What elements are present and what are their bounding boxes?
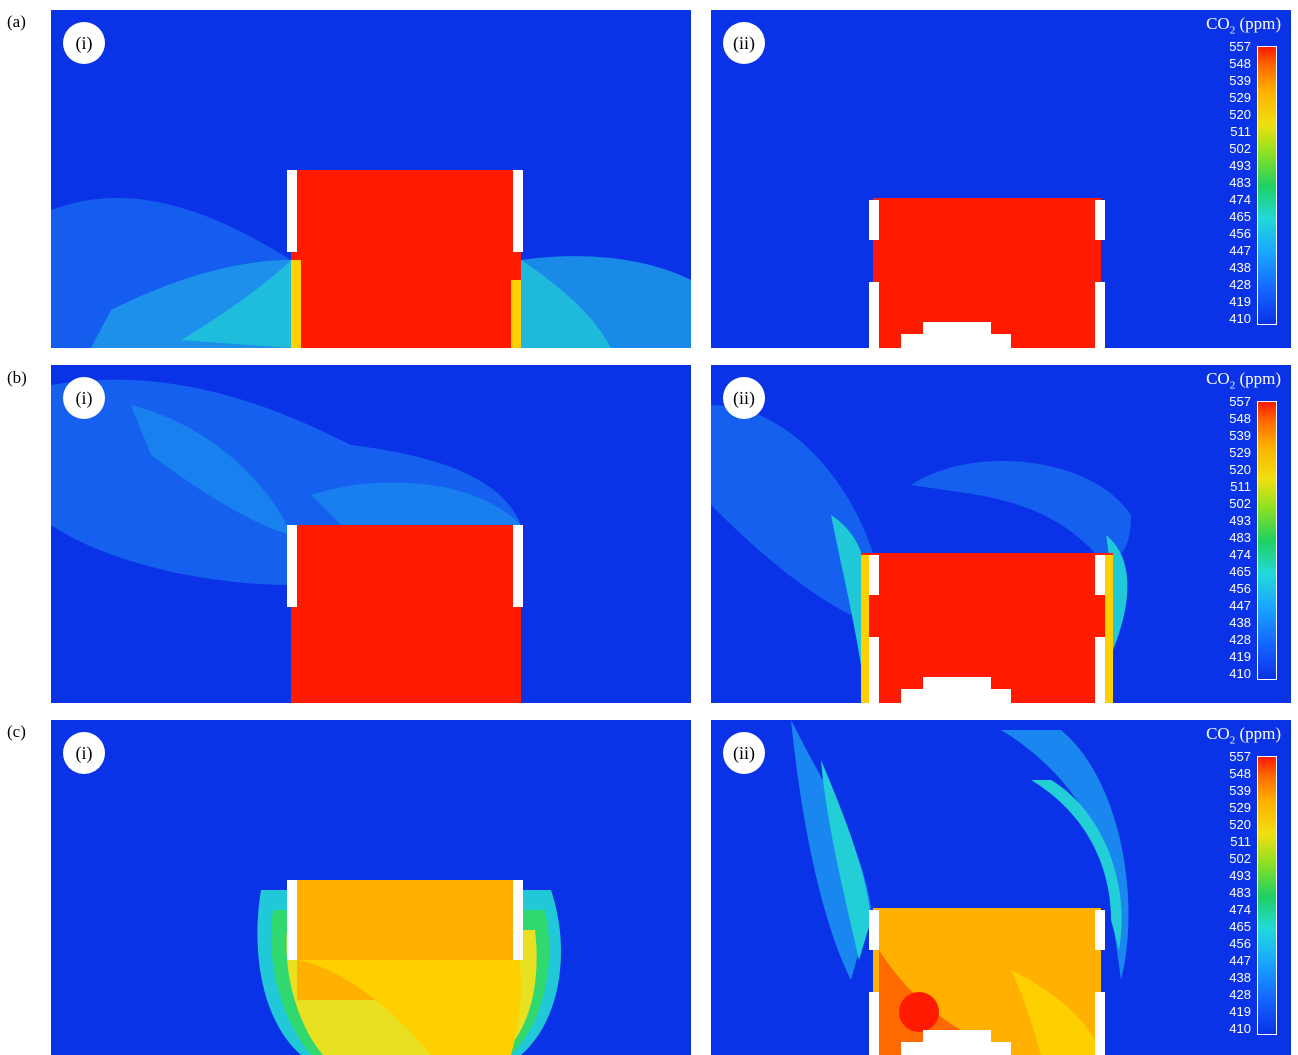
colorbar-tick-label: 474 <box>1229 192 1251 207</box>
colorbar-tick-label: 539 <box>1229 428 1251 443</box>
colorbar-tick-label: 438 <box>1229 615 1251 630</box>
contour-plot-b-ii <box>711 405 1131 703</box>
colorbar-title-c: CO2 (ppm) <box>1206 724 1281 747</box>
colorbar-tick-label: 438 <box>1229 970 1251 985</box>
panel-label-a-ii: (ii) <box>723 22 765 64</box>
colorbar-tick-label: 447 <box>1229 953 1251 968</box>
colorbar-tick-label: 502 <box>1229 141 1251 156</box>
colorbar-tick-label: 557 <box>1229 39 1251 54</box>
colorbar-title-a: CO2 (ppm) <box>1206 14 1281 37</box>
colorbar-tick-label: 410 <box>1229 311 1251 326</box>
colorbar-tick-label: 557 <box>1229 749 1251 764</box>
colorbar-tick-label: 520 <box>1229 462 1251 477</box>
colorbar-tick-label: 456 <box>1229 581 1251 596</box>
colorbar-tick-label: 539 <box>1229 73 1251 88</box>
colorbar-tick-label: 483 <box>1229 175 1251 190</box>
colorbar-tick-label: 465 <box>1229 209 1251 224</box>
colorbar-tick-label: 529 <box>1229 445 1251 460</box>
colorbar-tick-label: 410 <box>1229 666 1251 681</box>
colorbar-tick-label: 511 <box>1230 479 1251 494</box>
panel-b-ii: (ii) CO2 (ppm) 557 548 539 529 520 511 502 493 4… <box>711 365 1291 703</box>
panel-label-b-i: (i) <box>63 377 105 419</box>
colorbar-tick-label: 447 <box>1229 598 1251 613</box>
colorbar-tick-label: 548 <box>1229 766 1251 781</box>
colorbar-tick-label: 465 <box>1229 919 1251 934</box>
colorbar-title-b: CO2 (ppm) <box>1206 369 1281 392</box>
colorbar-tick-label: 539 <box>1229 783 1251 798</box>
colorbar-tick-label: 557 <box>1229 394 1251 409</box>
panel-a-ii: (ii) CO2 (ppm) 557 548 539 529 520 511 502 493 4… <box>711 10 1291 348</box>
colorbar-tick-label: 493 <box>1229 868 1251 883</box>
colorbar-tick-label: 511 <box>1230 834 1251 849</box>
colorbar-tick-label: 447 <box>1229 243 1251 258</box>
colorbar-tick-label: 520 <box>1229 107 1251 122</box>
colorbar-tick-label: 410 <box>1229 1021 1251 1036</box>
contour-plot-c-i <box>257 880 561 1055</box>
panel-label-a-i: (i) <box>63 22 105 64</box>
panel-label-c-ii: (ii) <box>723 732 765 774</box>
panel-a-i: (i) <box>51 10 691 348</box>
contour-plot-b-i <box>51 379 523 703</box>
colorbar-tick-label: 548 <box>1229 56 1251 71</box>
colorbar-tick-label: 438 <box>1229 260 1251 275</box>
contour-plot-a-i <box>51 170 691 348</box>
colorbar-tick-label: 502 <box>1229 496 1251 511</box>
panel-b-i: (i) <box>51 365 691 703</box>
colorbar-tick-label: 493 <box>1229 158 1251 173</box>
colorbar-ticks-b: 557 548 539 529 520 511 502 493 483 474 465 456 447 4… <box>1191 395 1251 681</box>
colorbar-tick-label: 456 <box>1229 936 1251 951</box>
row-label-c: (c) <box>7 722 26 741</box>
colorbar-tick-label: 529 <box>1229 800 1251 815</box>
colorbar-tick-label: 419 <box>1229 649 1251 664</box>
row-label-b: (b) <box>7 368 27 387</box>
colorbar-b <box>1257 401 1277 680</box>
colorbar-ticks-c: 557 548 539 529 520 511 502 493 483 474 465 456 447 4… <box>1191 750 1251 1036</box>
row-label-a: (a) <box>7 12 26 31</box>
contour-plot-a-ii <box>869 198 1105 348</box>
colorbar-tick-label: 502 <box>1229 851 1251 866</box>
colorbar-tick-label: 529 <box>1229 90 1251 105</box>
colorbar-ticks-a: 557 548 539 529 520 511 502 493 483 474 465 456 447 4… <box>1191 40 1251 326</box>
colorbar-tick-label: 474 <box>1229 902 1251 917</box>
colorbar-tick-label: 493 <box>1229 513 1251 528</box>
colorbar-tick-label: 483 <box>1229 885 1251 900</box>
colorbar-tick-label: 419 <box>1229 294 1251 309</box>
contour-plot-c-ii <box>791 720 1129 1055</box>
colorbar-tick-label: 428 <box>1229 277 1251 292</box>
panel-c-ii: (ii) CO2 (ppm) 557 548 539 529 520 511 502 493 4… <box>711 720 1291 1055</box>
colorbar-tick-label: 511 <box>1230 124 1251 139</box>
colorbar-c <box>1257 756 1277 1035</box>
colorbar-tick-label: 465 <box>1229 564 1251 579</box>
panel-c-i: (i) <box>51 720 691 1055</box>
colorbar-tick-label: 456 <box>1229 226 1251 241</box>
colorbar-tick-label: 548 <box>1229 411 1251 426</box>
colorbar-tick-label: 428 <box>1229 987 1251 1002</box>
colorbar-tick-label: 419 <box>1229 1004 1251 1019</box>
colorbar-a <box>1257 46 1277 325</box>
colorbar-tick-label: 428 <box>1229 632 1251 647</box>
panel-label-c-i: (i) <box>63 732 105 774</box>
colorbar-tick-label: 483 <box>1229 530 1251 545</box>
panel-label-b-ii: (ii) <box>723 377 765 419</box>
colorbar-tick-label: 474 <box>1229 547 1251 562</box>
colorbar-tick-label: 520 <box>1229 817 1251 832</box>
